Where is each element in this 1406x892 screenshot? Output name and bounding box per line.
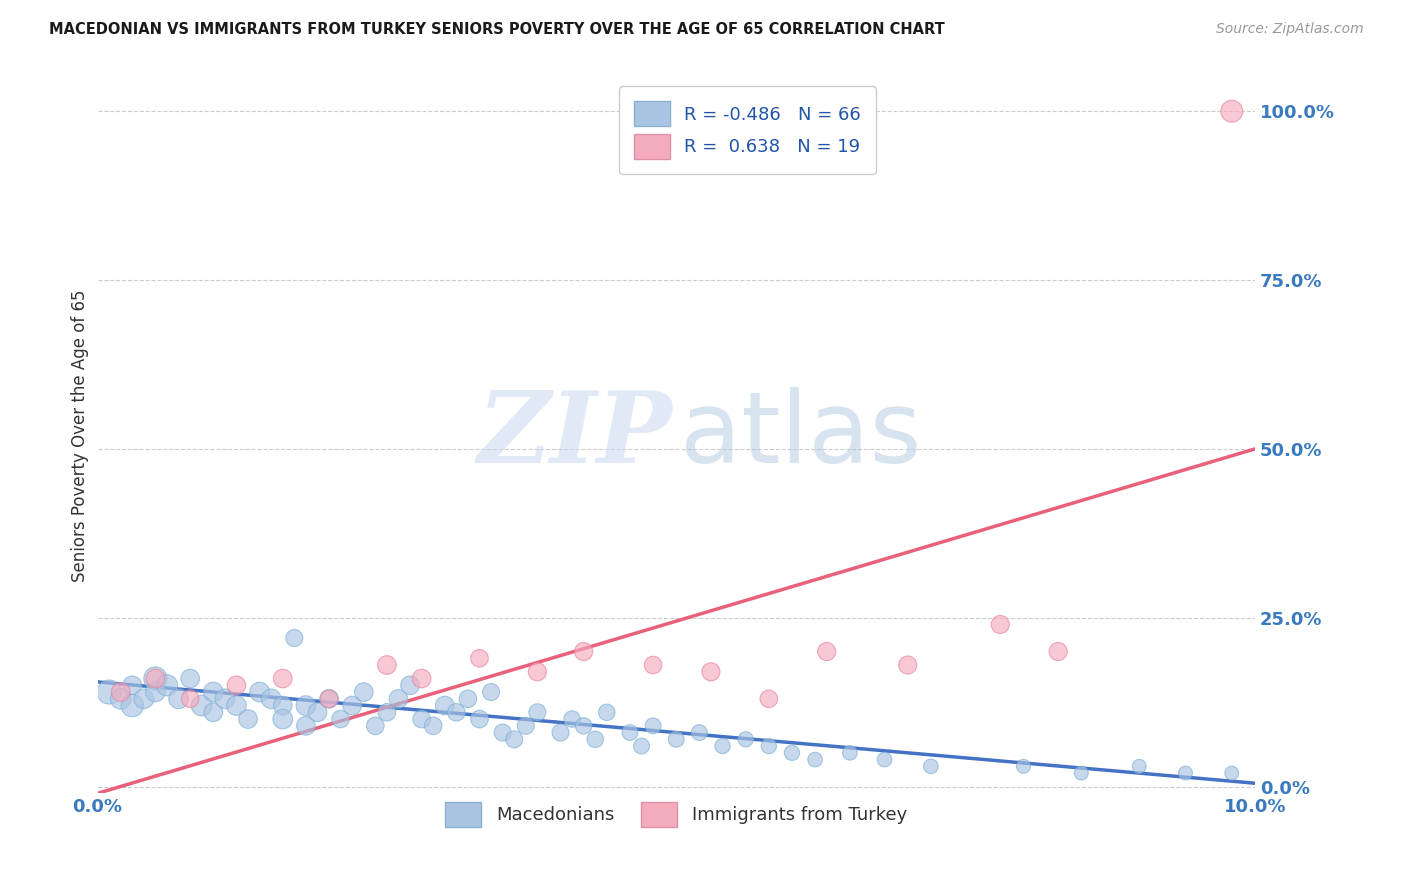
Point [988,617,1011,632]
Point [815,644,838,658]
Point [630,739,652,753]
Point [804,753,827,767]
Text: MACEDONIAN VS IMMIGRANTS FROM TURKEY SENIORS POVERTY OVER THE AGE OF 65 CORRELAT: MACEDONIAN VS IMMIGRANTS FROM TURKEY SEN… [49,22,945,37]
Point [643,719,665,733]
Point [550,725,572,739]
Point [619,725,641,739]
Point [479,685,502,699]
Point [271,698,294,713]
Point [249,685,271,699]
Point [98,685,121,699]
Point [190,698,212,713]
Point [711,739,734,753]
Point [145,672,167,686]
Point [433,698,456,713]
Point [515,719,537,733]
Point [920,759,942,773]
Point [665,732,688,747]
Point [422,719,444,733]
Point [364,719,387,733]
Point [295,719,318,733]
Text: atlas: atlas [679,387,921,483]
Point [897,658,920,673]
Point [295,698,318,713]
Point [583,732,606,747]
Point [526,706,548,720]
Point [758,739,780,753]
Point [572,644,595,658]
Point [411,712,433,726]
Point [643,658,665,673]
Point [318,691,340,706]
Point [110,685,132,699]
Point [503,732,526,747]
Point [225,698,247,713]
Point [561,712,583,726]
Point [271,712,294,726]
Point [340,698,363,713]
Point [468,712,491,726]
Point [596,706,619,720]
Point [572,719,595,733]
Point [307,706,329,720]
Point [236,712,259,726]
Point [110,691,132,706]
Point [1070,766,1092,780]
Y-axis label: Seniors Poverty Over the Age of 65: Seniors Poverty Over the Age of 65 [72,289,89,582]
Point [411,672,433,686]
Point [329,712,352,726]
Point [353,685,375,699]
Point [167,691,190,706]
Point [1174,766,1197,780]
Text: Source: ZipAtlas.com: Source: ZipAtlas.com [1216,22,1364,37]
Point [179,672,201,686]
Point [375,706,398,720]
Point [1128,759,1150,773]
Point [145,672,167,686]
Point [526,665,548,679]
Point [1047,644,1070,658]
Legend: Macedonians, Immigrants from Turkey: Macedonians, Immigrants from Turkey [439,795,914,834]
Point [758,691,780,706]
Point [399,678,422,692]
Point [457,691,479,706]
Point [1012,759,1035,773]
Point [1220,766,1243,780]
Point [780,746,803,760]
Point [688,725,710,739]
Point [214,691,236,706]
Point [121,698,143,713]
Point [156,678,179,692]
Point [145,685,167,699]
Point [202,685,225,699]
Point [318,691,340,706]
Point [121,678,143,692]
Point [260,691,283,706]
Point [271,672,294,686]
Point [225,678,247,692]
Point [387,691,409,706]
Point [700,665,723,679]
Point [873,753,896,767]
Point [375,658,398,673]
Point [446,706,468,720]
Point [1220,104,1243,119]
Point [132,691,155,706]
Point [734,732,756,747]
Point [468,651,491,665]
Point [202,706,225,720]
Point [491,725,513,739]
Point [179,691,201,706]
Point [838,746,860,760]
Point [283,631,305,645]
Text: ZIP: ZIP [478,387,672,483]
